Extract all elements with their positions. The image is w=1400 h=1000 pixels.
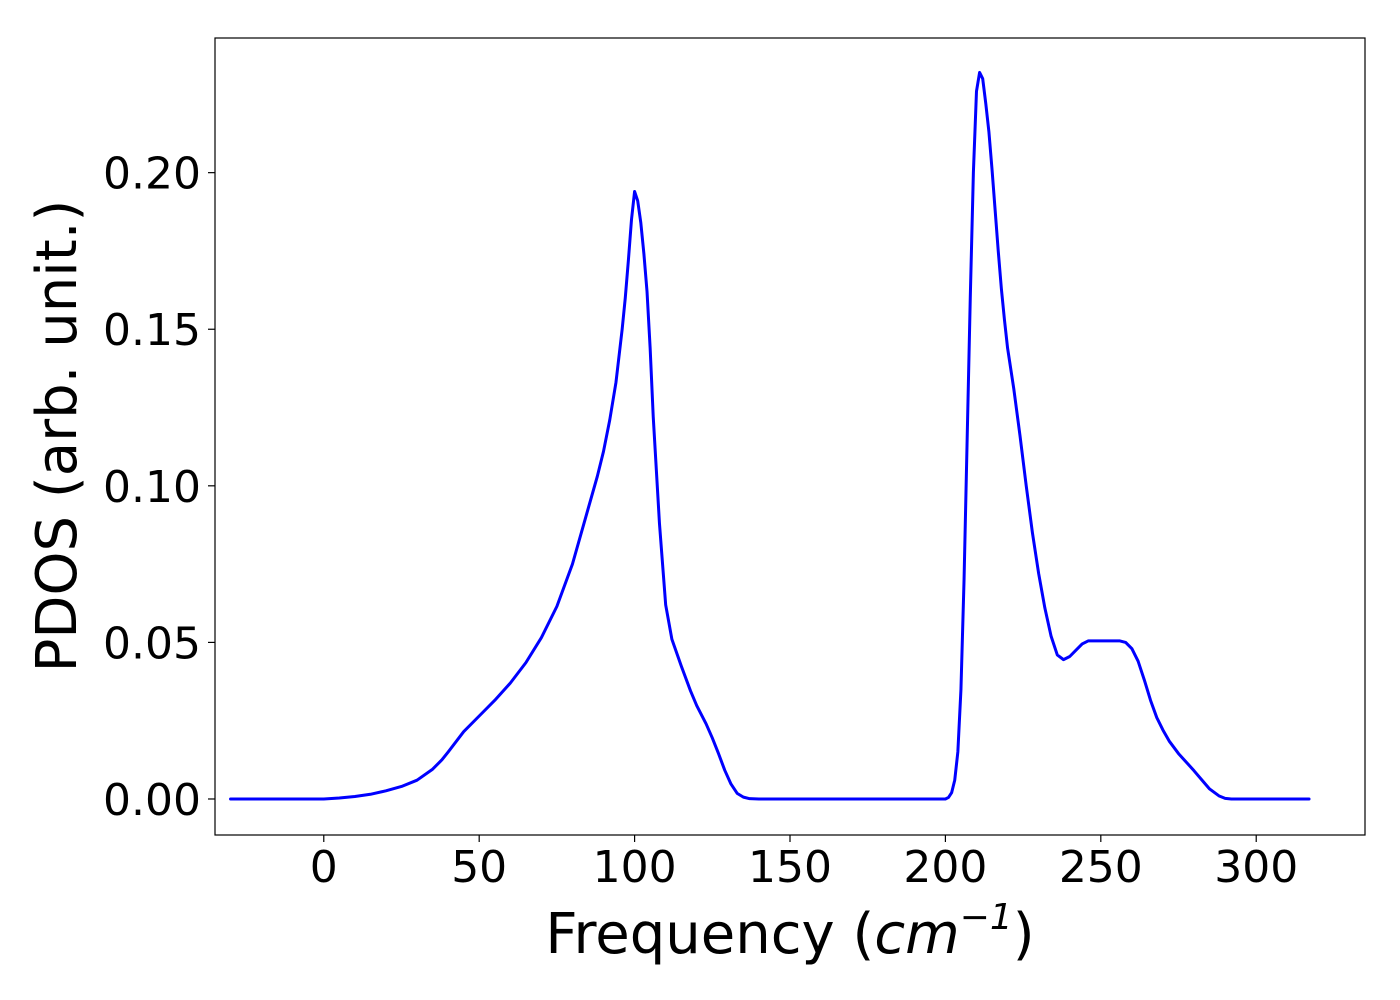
x-axis-ticks: 0 50 100 150 200 250 300 <box>310 835 1298 893</box>
x-axis-unit-base: cm <box>874 902 959 967</box>
y-tick-label: 0.20 <box>103 149 201 200</box>
x-tick-label: 250 <box>1059 842 1143 893</box>
x-tick-label: 300 <box>1214 842 1298 893</box>
x-tick-label: 150 <box>748 842 832 893</box>
x-axis-label-text: Frequency <box>545 902 834 967</box>
y-axis-label: PDOS (arb. unit.) <box>25 200 90 673</box>
y-axis-ticks: 0.00 0.05 0.10 0.15 0.20 <box>103 149 215 826</box>
x-axis-label: Frequency (cm−1) <box>545 897 1034 967</box>
x-tick-label: 200 <box>903 842 987 893</box>
x-axis-unit-open-paren: ( <box>835 902 875 967</box>
x-tick-label: 50 <box>451 842 507 893</box>
y-tick-label: 0.00 <box>103 775 201 826</box>
y-tick-label: 0.10 <box>103 462 201 513</box>
x-tick-label: 0 <box>310 842 338 893</box>
x-tick-label: 100 <box>593 842 677 893</box>
plot-frame <box>214 37 1366 836</box>
x-axis-unit-close-paren: ) <box>1013 902 1035 967</box>
x-axis-unit-exponent: −1 <box>960 897 1013 938</box>
y-tick-label: 0.15 <box>103 305 201 356</box>
y-tick-label: 0.05 <box>103 618 201 669</box>
pdos-series-line <box>229 70 1311 801</box>
